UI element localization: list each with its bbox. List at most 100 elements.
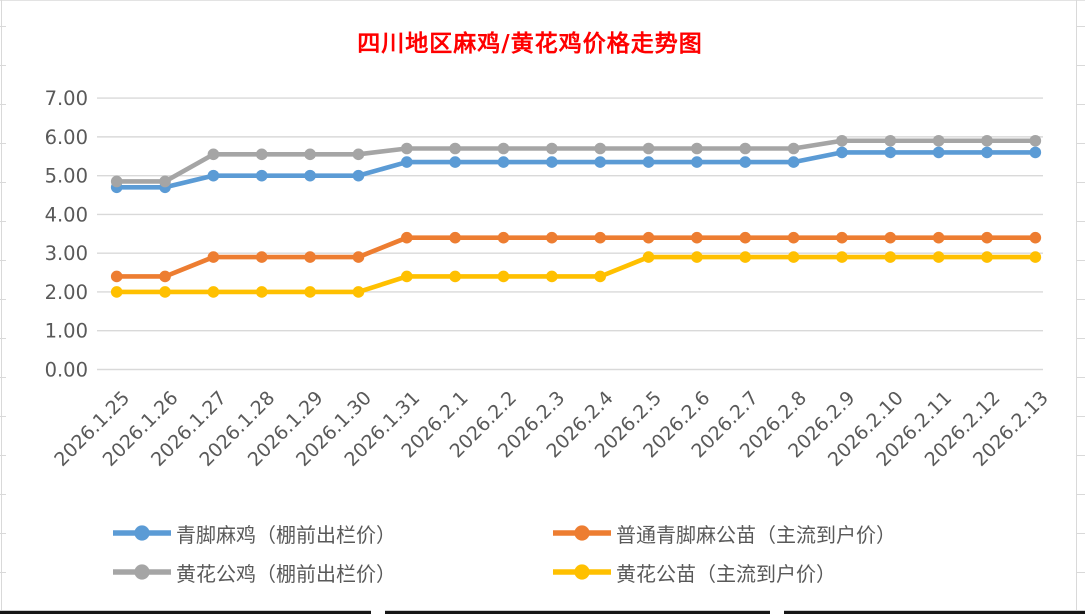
- data-point-s3[interactable]: [594, 270, 606, 283]
- legend-item-3[interactable]: 黄花公苗（主流到户价）: [553, 556, 1013, 588]
- data-point-s1[interactable]: [787, 231, 800, 244]
- data-point-s1[interactable]: [884, 231, 897, 244]
- data-point-s3[interactable]: [110, 286, 123, 298]
- legend-item-0[interactable]: 青脚麻鸡（棚前出栏价）: [113, 517, 553, 549]
- sheet-row-line: [1076, 299, 1085, 300]
- data-point-s2[interactable]: [836, 134, 848, 147]
- data-point-s2[interactable]: [739, 142, 752, 155]
- legend-item-1[interactable]: 普通青脚麻公苗（主流到户价）: [553, 517, 1013, 549]
- data-point-s1[interactable]: [255, 251, 268, 263]
- plot-area[interactable]: 0.001.002.003.004.005.006.007.002026.1.2…: [0, 0, 1085, 505]
- data-point-s1[interactable]: [401, 231, 413, 244]
- data-point-s3[interactable]: [207, 286, 220, 298]
- data-point-s1[interactable]: [110, 270, 123, 283]
- data-point-s0[interactable]: [594, 156, 606, 168]
- data-point-s3[interactable]: [836, 251, 848, 263]
- data-point-s1[interactable]: [739, 231, 752, 244]
- data-point-s2[interactable]: [932, 134, 945, 147]
- data-point-s0[interactable]: [255, 169, 268, 182]
- data-point-s0[interactable]: [497, 156, 510, 168]
- data-point-s2[interactable]: [110, 175, 123, 188]
- legend-item-2[interactable]: 黄花公鸡（棚前出栏价）: [113, 556, 553, 588]
- data-point-s1[interactable]: [594, 231, 606, 244]
- data-point-s3[interactable]: [739, 251, 752, 263]
- data-point-s3[interactable]: [884, 251, 897, 263]
- sheet-bottom-edge: [0, 611, 1085, 614]
- series-line-3[interactable]: [114, 254, 1038, 295]
- data-point-s0[interactable]: [1029, 146, 1042, 159]
- data-point-s1[interactable]: [497, 231, 510, 244]
- data-point-s0[interactable]: [739, 156, 752, 168]
- series-line-1[interactable]: [114, 235, 1038, 279]
- y-axis-tick-label: 2.00: [45, 281, 88, 304]
- data-point-s1[interactable]: [932, 231, 945, 244]
- data-point-s0[interactable]: [932, 146, 945, 159]
- data-point-s2[interactable]: [691, 142, 703, 155]
- data-point-s3[interactable]: [642, 251, 655, 263]
- data-point-s1[interactable]: [642, 231, 655, 244]
- data-point-s0[interactable]: [981, 146, 993, 159]
- data-point-s2[interactable]: [546, 142, 558, 155]
- data-point-s3[interactable]: [255, 286, 268, 298]
- sheet-bottom-gap: [371, 609, 385, 614]
- data-point-s2[interactable]: [884, 134, 897, 147]
- data-point-s2[interactable]: [207, 148, 220, 161]
- data-point-s0[interactable]: [207, 169, 220, 182]
- data-point-s1[interactable]: [304, 251, 316, 263]
- sheet-row-line: [1076, 104, 1085, 105]
- data-point-s2[interactable]: [255, 148, 268, 161]
- series-line-2[interactable]: [114, 138, 1038, 184]
- legend-label: 普通青脚麻公苗（主流到户价）: [616, 522, 896, 547]
- data-point-s2[interactable]: [642, 142, 655, 155]
- data-point-s3[interactable]: [497, 270, 510, 283]
- data-point-s2[interactable]: [497, 142, 510, 155]
- data-point-s3[interactable]: [546, 270, 558, 283]
- data-point-s3[interactable]: [159, 286, 171, 298]
- data-point-s2[interactable]: [352, 148, 365, 161]
- data-point-s1[interactable]: [1029, 231, 1042, 244]
- data-point-s1[interactable]: [207, 251, 220, 263]
- data-point-s0[interactable]: [787, 156, 800, 168]
- data-point-s2[interactable]: [1029, 134, 1042, 147]
- data-point-s0[interactable]: [884, 146, 897, 159]
- data-point-s2[interactable]: [981, 134, 993, 147]
- data-point-s3[interactable]: [981, 251, 993, 263]
- data-point-s2[interactable]: [304, 148, 316, 161]
- sheet-bottom-gap: [770, 609, 784, 614]
- chart-title[interactable]: 四川地区麻鸡/黄花鸡价格走势图: [357, 30, 703, 57]
- data-point-s1[interactable]: [159, 270, 171, 283]
- data-point-s2[interactable]: [159, 175, 171, 188]
- series-line-0[interactable]: [114, 150, 1038, 190]
- data-point-s3[interactable]: [352, 286, 365, 298]
- data-point-s3[interactable]: [932, 251, 945, 263]
- data-point-s1[interactable]: [691, 231, 703, 244]
- data-point-s0[interactable]: [401, 156, 413, 168]
- data-point-s3[interactable]: [401, 270, 413, 283]
- data-point-s2[interactable]: [401, 142, 413, 155]
- data-point-s1[interactable]: [981, 231, 993, 244]
- data-point-s1[interactable]: [836, 231, 848, 244]
- data-point-s2[interactable]: [594, 142, 606, 155]
- data-point-s3[interactable]: [691, 251, 703, 263]
- data-point-s0[interactable]: [546, 156, 558, 168]
- data-point-s2[interactable]: [787, 142, 800, 155]
- data-point-s0[interactable]: [691, 156, 703, 168]
- data-point-s2[interactable]: [449, 142, 461, 155]
- sheet-row-line: [0, 299, 6, 300]
- sheet-row-line: [1076, 221, 1085, 222]
- data-point-s1[interactable]: [449, 231, 461, 244]
- data-point-s0[interactable]: [449, 156, 461, 168]
- data-point-s1[interactable]: [352, 251, 365, 263]
- data-point-s3[interactable]: [304, 286, 316, 298]
- data-point-s3[interactable]: [787, 251, 800, 263]
- legend-label: 青脚麻鸡（棚前出栏价）: [176, 522, 396, 547]
- data-point-s0[interactable]: [304, 169, 316, 182]
- data-point-s3[interactable]: [1029, 251, 1042, 263]
- data-point-s0[interactable]: [836, 146, 848, 159]
- data-point-s3[interactable]: [449, 270, 461, 283]
- data-point-s1[interactable]: [546, 231, 558, 244]
- data-point-s0[interactable]: [642, 156, 655, 168]
- data-point-s0[interactable]: [352, 169, 365, 182]
- sheet-row-line: [1076, 182, 1085, 183]
